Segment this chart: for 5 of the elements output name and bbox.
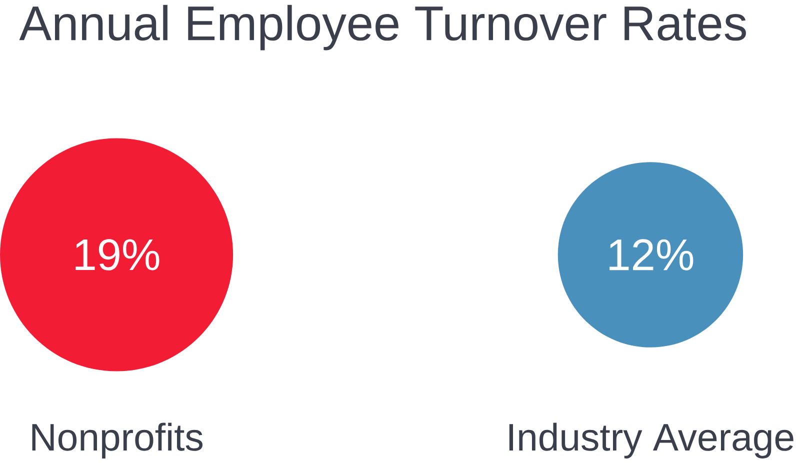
data-label: 12%	[610, 238, 694, 270]
data-label: 19%	[76, 238, 160, 270]
category-label: Industry Average	[509, 422, 794, 458]
category-label: Nonprofits	[32, 422, 203, 458]
text: Annual Employee Turnover Rates	[19, 4, 746, 50]
